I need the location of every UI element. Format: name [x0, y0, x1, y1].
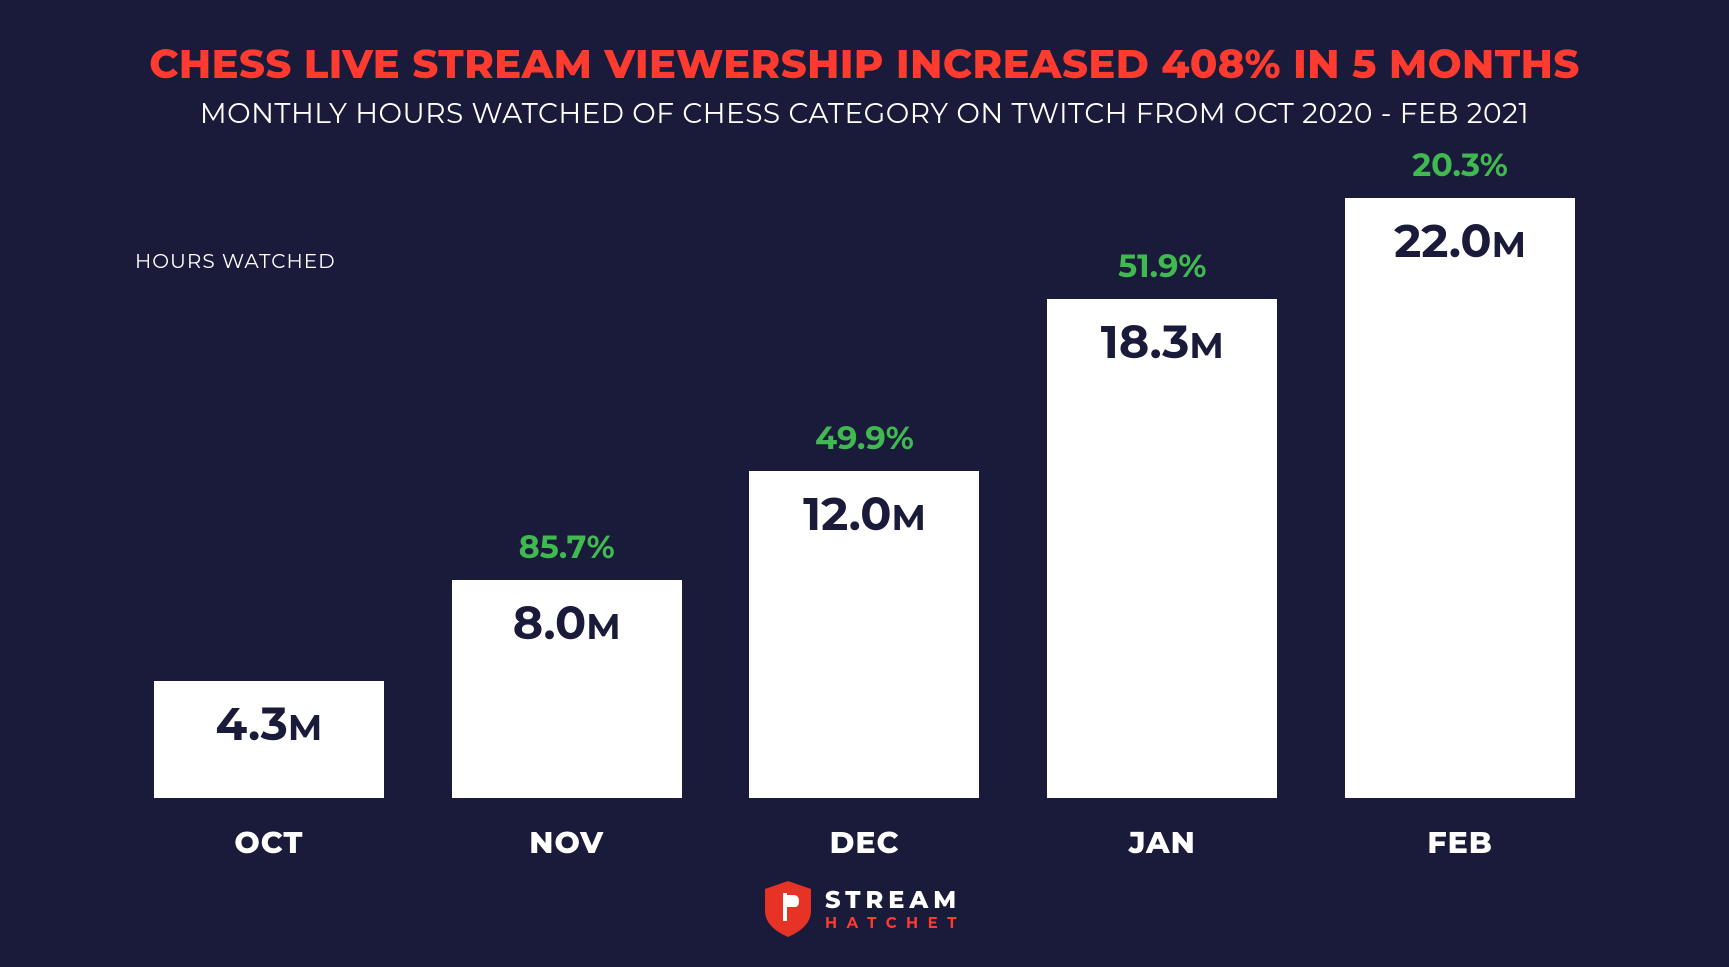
bar-value-label: 12.0M	[803, 485, 926, 542]
chart-container: CHESS LIVE STREAM VIEWERSHIP INCREASED 4…	[0, 0, 1729, 967]
x-axis-labels: OCT NOV DEC JAN FEB	[80, 824, 1649, 861]
hatchet-shield-icon	[763, 881, 813, 937]
x-axis-label: DEC	[749, 824, 979, 861]
bar: 4.3M	[154, 681, 384, 798]
bar-group: 51.9% 18.3M	[1047, 247, 1277, 798]
bar-group: 49.9% 12.0M	[749, 419, 979, 798]
growth-pct-label: 20.3%	[1412, 146, 1508, 186]
chart-plot-area: 4.3M85.7%8.0M49.9%12.0M51.9%18.3M20.3%22…	[80, 171, 1649, 798]
bar-group: 85.7% 8.0M	[452, 528, 682, 798]
growth-pct-label: 85.7%	[519, 528, 615, 568]
growth-pct-label: 51.9%	[1118, 247, 1206, 287]
bar-value-label: 22.0M	[1394, 212, 1526, 269]
chart-title: CHESS LIVE STREAM VIEWERSHIP INCREASED 4…	[80, 40, 1649, 89]
bar: 8.0M	[452, 580, 682, 798]
bar: 18.3M	[1047, 299, 1277, 798]
bar-group: 20.3% 22.0M	[1345, 146, 1575, 798]
x-axis-label: JAN	[1047, 824, 1277, 861]
x-axis-label: OCT	[154, 824, 384, 861]
bar-value-label: 18.3M	[1101, 313, 1224, 370]
logo-top-text: STREAM	[825, 889, 966, 913]
chart-subtitle: MONTHLY HOURS WATCHED OF CHESS CATEGORY …	[80, 97, 1649, 131]
bar: 12.0M	[749, 471, 979, 798]
bar-group: 4.3M	[154, 629, 384, 798]
logo-bottom-text: HATCHET	[825, 915, 966, 930]
logo-text: STREAM HATCHET	[825, 889, 966, 930]
bar-value-label: 8.0M	[513, 594, 621, 651]
growth-pct-label: 49.9%	[815, 419, 914, 459]
bar: 22.0M	[1345, 198, 1575, 798]
bar-value-label: 4.3M	[216, 695, 323, 752]
x-axis-label: FEB	[1345, 824, 1575, 861]
x-axis-label: NOV	[452, 824, 682, 861]
logo: STREAM HATCHET	[80, 881, 1649, 937]
